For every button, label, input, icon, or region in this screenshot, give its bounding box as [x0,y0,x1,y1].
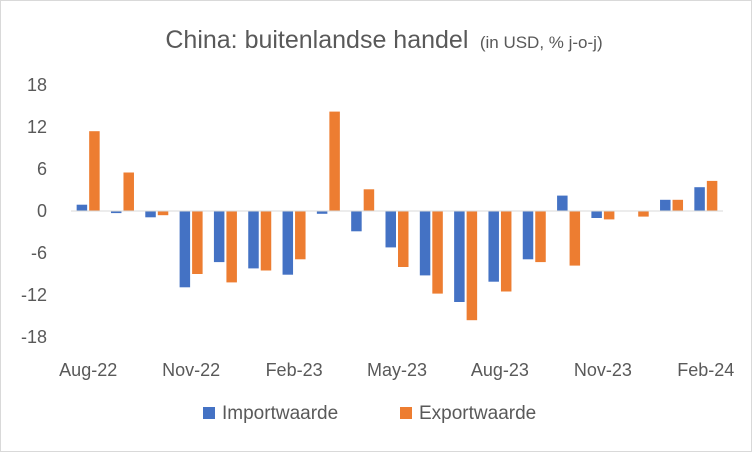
export-bar [363,189,375,211]
x-tick-label: May-23 [367,360,427,380]
y-tick-label: 12 [27,117,47,137]
import-bar [522,211,534,260]
import-bar [351,211,362,232]
import-bar [557,195,568,211]
legend-label-export: Exportwaarde [419,403,536,424]
y-tick-label: 0 [37,201,47,221]
x-tick-label: Nov-23 [574,360,632,380]
import-bar [213,211,225,263]
chart-title: China: buitenlandse handel (in USD, % j-… [165,26,602,54]
x-tick-label: Aug-23 [471,360,529,380]
y-tick-label: -6 [31,243,47,263]
export-bar [466,211,478,321]
export-bar [89,131,100,211]
import-bar [179,211,191,288]
export-bar [329,111,340,211]
y-tick-label: -12 [21,285,47,305]
legend: Importwaarde Exportwaarde [203,403,536,424]
export-bar [672,199,684,211]
import-bar [454,211,465,302]
export-bar [226,211,237,283]
chart-title-main: China: buitenlandse handel [165,26,468,54]
export-bar [157,211,169,216]
import-bar [591,211,602,218]
x-tick-label: Feb-24 [677,360,734,380]
legend-swatch-export [400,407,412,419]
export-bar [638,211,649,217]
import-bar [145,211,156,218]
import-bar [110,211,122,214]
import-bar [660,199,671,211]
x-tick-label: Aug-22 [59,360,117,380]
export-bar [535,211,546,263]
export-bar [432,211,443,294]
export-bar [192,211,203,274]
import-bar [488,211,499,282]
x-tick-label: Feb-23 [266,360,323,380]
import-bar [248,211,259,269]
x-axis-ticks: Aug-22 Nov-22 Feb-23 May-23 Aug-23 Nov-23 Feb-… [59,360,734,380]
bars [76,111,718,321]
y-tick-label: -18 [21,327,47,347]
legend-label-import: Importwaarde [222,403,338,424]
export-bar [123,172,134,211]
y-tick-label: 6 [37,159,47,179]
export-bar [295,211,306,260]
import-bar [76,204,88,211]
export-bar [569,211,581,266]
legend-swatch-import [203,407,215,419]
import-bar [419,211,431,276]
y-tick-label: 18 [27,75,47,95]
export-bar [706,180,718,211]
y-axis-ticks: 18 12 6 0 -6 -12 -18 [21,75,47,347]
import-bar [385,211,396,248]
export-bar [260,211,272,271]
export-bar [500,211,512,292]
import-bar [316,211,328,214]
export-bar [603,211,615,220]
import-bar [694,187,705,211]
x-tick-label: Nov-22 [162,360,220,380]
chart-subtitle: (in USD, % j-o-j) [480,33,603,52]
export-bar [398,211,409,267]
import-bar [282,211,294,275]
